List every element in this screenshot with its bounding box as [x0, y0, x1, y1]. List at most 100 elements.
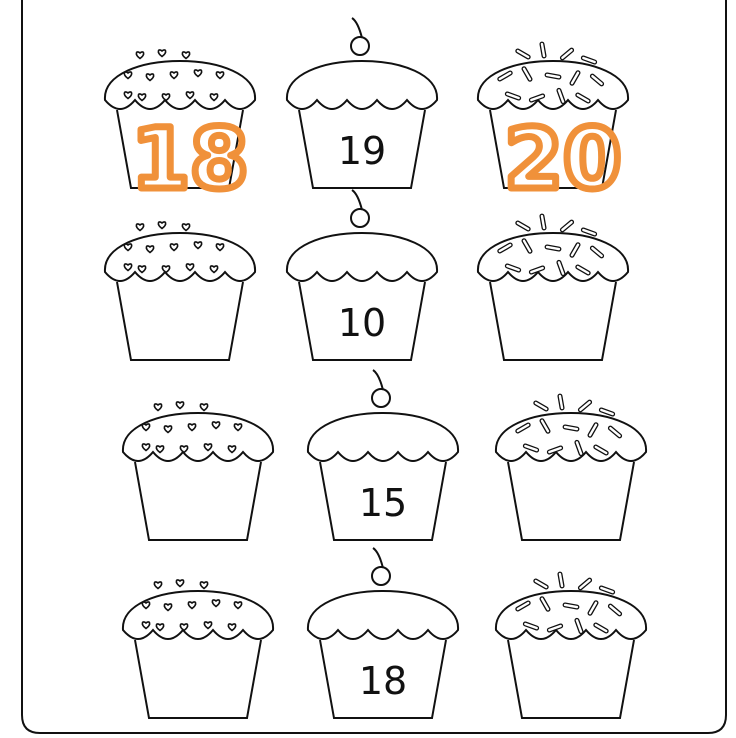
- heart-sprinkle: [211, 599, 221, 608]
- heart-sprinkle: [203, 621, 213, 630]
- cupcake-cherry: 19: [285, 17, 439, 189]
- cherry-icon: [371, 388, 391, 408]
- heart-sprinkle: [215, 243, 225, 252]
- heart-sprinkle: [123, 263, 133, 272]
- heart-sprinkle: [233, 423, 243, 432]
- heart-sprinkle: [209, 265, 219, 274]
- heart-sprinkle: [123, 91, 133, 100]
- cupcake-number: 10: [338, 301, 386, 345]
- frosting: [494, 412, 648, 462]
- frosting: [285, 60, 439, 110]
- cupcake-grid: 18 19 20 10 15 18: [103, 17, 648, 719]
- heart-sprinkle: [179, 445, 189, 454]
- wrapper: [116, 109, 244, 189]
- cupcake-cherry: 10: [285, 189, 439, 361]
- heart-sprinkle: [185, 263, 195, 272]
- heart-sprinkle: [215, 71, 225, 80]
- heart-sprinkle: [227, 445, 237, 454]
- heart-sprinkle: [169, 243, 179, 252]
- heart-sprinkle: [211, 421, 221, 430]
- cupcake-number: 18: [359, 659, 407, 703]
- heart-sprinkle: [123, 243, 133, 252]
- heart-sprinkle: [163, 603, 173, 612]
- heart-sprinkle: [153, 403, 163, 412]
- frosting: [476, 232, 630, 282]
- heart-sprinkle: [135, 223, 145, 232]
- heart-sprinkle: [181, 51, 191, 60]
- heart-sprinkle: [153, 581, 163, 590]
- heart-sprinkle: [141, 443, 151, 452]
- heart-sprinkle: [185, 91, 195, 100]
- heart-sprinkle: [161, 265, 171, 274]
- cherry-icon: [350, 208, 370, 228]
- heart-sprinkle: [157, 221, 167, 230]
- wrapper: [319, 461, 447, 541]
- frosting: [103, 60, 257, 110]
- cherry-stem: [351, 17, 363, 39]
- wrapper: [134, 461, 262, 541]
- cupcake-sprinkles: 20: [476, 41, 630, 212]
- heart-sprinkle: [155, 623, 165, 632]
- cupcake-number: 15: [359, 481, 407, 525]
- heart-sprinkle: [193, 241, 203, 250]
- cupcake-cherry: 15: [306, 369, 460, 541]
- page-border: [21, 0, 727, 734]
- cherry-icon: [350, 36, 370, 56]
- cherry-stem: [372, 369, 384, 391]
- handwritten-answer: 20: [505, 110, 622, 208]
- frosting: [306, 412, 460, 462]
- heart-sprinkle: [187, 601, 197, 610]
- frosting: [121, 590, 275, 640]
- cupcake-sprinkles: [494, 393, 648, 541]
- cupcake-sprinkles: [476, 213, 630, 361]
- wrapper: [116, 281, 244, 361]
- heart-sprinkle: [123, 71, 133, 80]
- frosting: [121, 412, 275, 462]
- wrapper: [134, 639, 262, 719]
- heart-sprinkle: [135, 51, 145, 60]
- wrapper: [507, 639, 635, 719]
- heart-sprinkle: [137, 265, 147, 274]
- cherry-stem: [372, 547, 384, 569]
- heart-sprinkle: [199, 403, 209, 412]
- heart-sprinkle: [141, 601, 151, 610]
- heart-sprinkle: [203, 443, 213, 452]
- wrapper: [298, 109, 426, 189]
- heart-sprinkle: [163, 425, 173, 434]
- wrapper: [489, 281, 617, 361]
- wrapper: [489, 109, 617, 189]
- heart-sprinkle: [161, 93, 171, 102]
- cupcake-hearts: [121, 579, 275, 719]
- frosting: [306, 590, 460, 640]
- heart-sprinkle: [141, 621, 151, 630]
- frosting: [103, 232, 257, 282]
- heart-sprinkle: [209, 93, 219, 102]
- heart-sprinkle: [233, 601, 243, 610]
- heart-sprinkle: [155, 445, 165, 454]
- cupcake-cherry: 18: [306, 547, 460, 719]
- handwritten-answer: 18: [132, 110, 249, 208]
- wrapper: [298, 281, 426, 361]
- frosting: [285, 232, 439, 282]
- wrapper: [319, 639, 447, 719]
- heart-sprinkle: [157, 49, 167, 58]
- heart-sprinkle: [199, 581, 209, 590]
- heart-sprinkle: [193, 69, 203, 78]
- cherry-icon: [371, 566, 391, 586]
- cherry-stem: [351, 189, 363, 211]
- heart-sprinkle: [145, 73, 155, 82]
- frosting: [494, 590, 648, 640]
- heart-sprinkle: [141, 423, 151, 432]
- heart-sprinkle: [137, 93, 147, 102]
- cupcake-hearts: 18: [103, 49, 257, 212]
- heart-sprinkle: [227, 623, 237, 632]
- cupcake-hearts: [121, 401, 275, 541]
- heart-sprinkle: [175, 579, 185, 588]
- heart-sprinkle: [181, 223, 191, 232]
- wrapper: [507, 461, 635, 541]
- heart-sprinkle: [169, 71, 179, 80]
- heart-sprinkle: [175, 401, 185, 410]
- cupcake-number: 19: [338, 129, 386, 173]
- heart-sprinkle: [179, 623, 189, 632]
